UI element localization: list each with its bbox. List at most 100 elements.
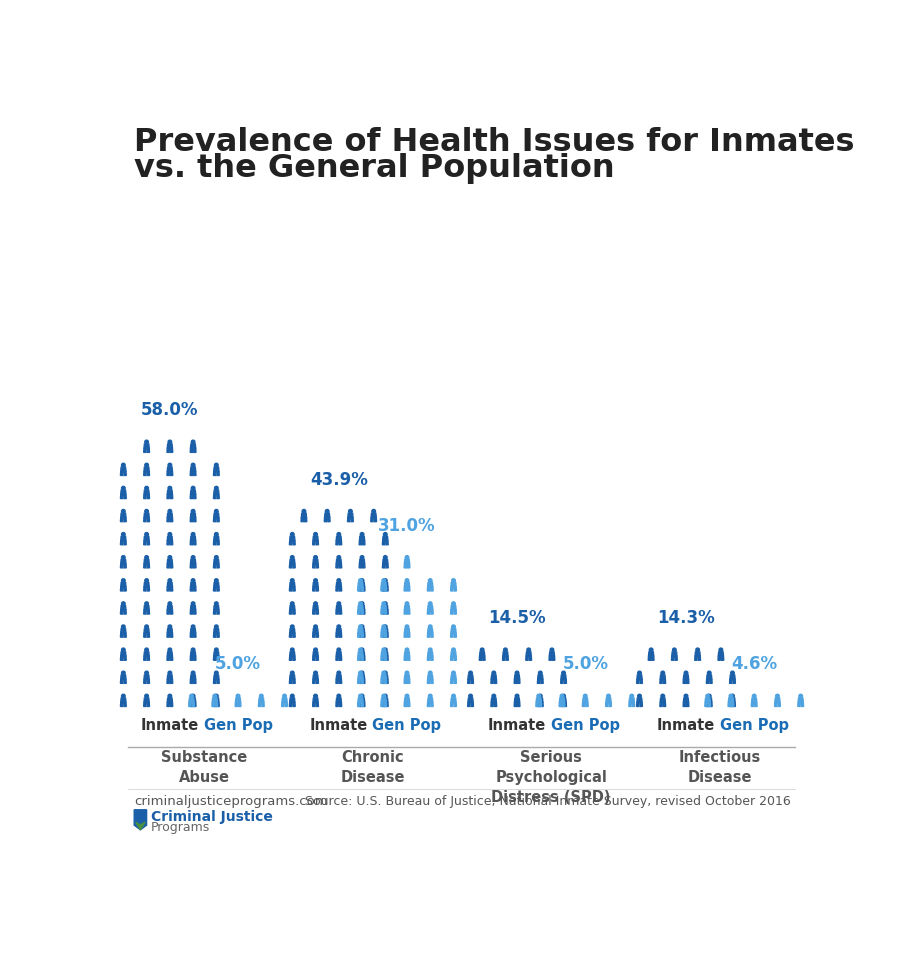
Polygon shape	[687, 679, 688, 683]
Polygon shape	[408, 610, 410, 614]
Polygon shape	[258, 703, 261, 706]
Polygon shape	[313, 698, 319, 703]
Polygon shape	[730, 698, 735, 703]
Polygon shape	[640, 679, 643, 683]
Polygon shape	[683, 698, 688, 703]
Polygon shape	[606, 703, 608, 706]
Polygon shape	[480, 656, 482, 661]
Polygon shape	[217, 633, 220, 637]
Polygon shape	[166, 541, 169, 545]
Polygon shape	[213, 610, 216, 614]
Polygon shape	[363, 587, 365, 591]
Polygon shape	[549, 656, 552, 661]
Circle shape	[122, 671, 125, 674]
Polygon shape	[292, 610, 295, 614]
Circle shape	[383, 556, 387, 559]
Polygon shape	[313, 652, 319, 656]
Circle shape	[405, 602, 409, 605]
Polygon shape	[313, 583, 319, 587]
Polygon shape	[121, 605, 126, 610]
Polygon shape	[336, 679, 338, 683]
Polygon shape	[124, 587, 126, 591]
Polygon shape	[312, 541, 315, 545]
Circle shape	[481, 648, 484, 652]
Polygon shape	[290, 703, 292, 706]
Circle shape	[291, 695, 294, 698]
Polygon shape	[359, 605, 364, 610]
Circle shape	[168, 695, 172, 698]
Polygon shape	[212, 703, 214, 706]
Polygon shape	[371, 514, 376, 518]
Polygon shape	[194, 541, 196, 545]
Polygon shape	[144, 541, 146, 545]
Polygon shape	[167, 652, 173, 656]
Polygon shape	[361, 633, 364, 637]
Polygon shape	[663, 703, 666, 706]
Polygon shape	[386, 587, 388, 591]
Circle shape	[213, 695, 217, 698]
Polygon shape	[337, 559, 341, 564]
Circle shape	[291, 671, 294, 674]
Polygon shape	[428, 703, 430, 706]
Polygon shape	[561, 698, 566, 703]
Polygon shape	[363, 610, 365, 614]
Polygon shape	[797, 703, 800, 706]
Polygon shape	[190, 449, 193, 452]
Polygon shape	[649, 652, 653, 656]
Polygon shape	[290, 698, 295, 703]
Polygon shape	[451, 629, 456, 633]
Polygon shape	[166, 494, 169, 498]
Polygon shape	[710, 703, 712, 706]
Polygon shape	[337, 675, 341, 679]
Polygon shape	[386, 564, 388, 568]
Polygon shape	[147, 494, 149, 498]
Polygon shape	[337, 629, 341, 633]
Circle shape	[122, 695, 125, 698]
Polygon shape	[213, 629, 219, 633]
Polygon shape	[316, 564, 319, 568]
Polygon shape	[167, 514, 173, 518]
Polygon shape	[190, 656, 193, 661]
Polygon shape	[428, 698, 433, 703]
Circle shape	[382, 695, 385, 698]
Polygon shape	[363, 564, 365, 568]
Polygon shape	[351, 518, 354, 522]
Circle shape	[168, 486, 172, 490]
Polygon shape	[382, 703, 385, 706]
Polygon shape	[733, 679, 735, 683]
Text: 43.9%: 43.9%	[310, 471, 368, 488]
Circle shape	[469, 695, 473, 698]
Polygon shape	[491, 698, 497, 703]
Circle shape	[192, 625, 195, 629]
Circle shape	[122, 625, 125, 629]
Polygon shape	[167, 698, 173, 703]
Polygon shape	[166, 656, 169, 661]
Polygon shape	[683, 675, 688, 679]
Circle shape	[684, 695, 688, 698]
Circle shape	[731, 671, 734, 674]
Polygon shape	[194, 449, 196, 452]
Polygon shape	[775, 703, 777, 706]
Polygon shape	[359, 564, 362, 568]
Circle shape	[383, 671, 387, 674]
Circle shape	[719, 648, 723, 652]
Polygon shape	[290, 536, 295, 541]
Polygon shape	[514, 703, 517, 706]
Polygon shape	[336, 633, 338, 637]
Polygon shape	[166, 587, 169, 591]
Polygon shape	[313, 536, 319, 541]
Circle shape	[382, 648, 385, 652]
Polygon shape	[537, 698, 543, 703]
Polygon shape	[636, 679, 639, 683]
Polygon shape	[428, 652, 433, 656]
Polygon shape	[144, 633, 146, 637]
Polygon shape	[404, 679, 407, 683]
Polygon shape	[428, 656, 430, 661]
Polygon shape	[121, 652, 126, 656]
Circle shape	[405, 671, 409, 674]
Circle shape	[752, 695, 756, 698]
Polygon shape	[454, 610, 456, 614]
Polygon shape	[238, 703, 241, 706]
Polygon shape	[213, 541, 216, 545]
Circle shape	[145, 579, 148, 583]
